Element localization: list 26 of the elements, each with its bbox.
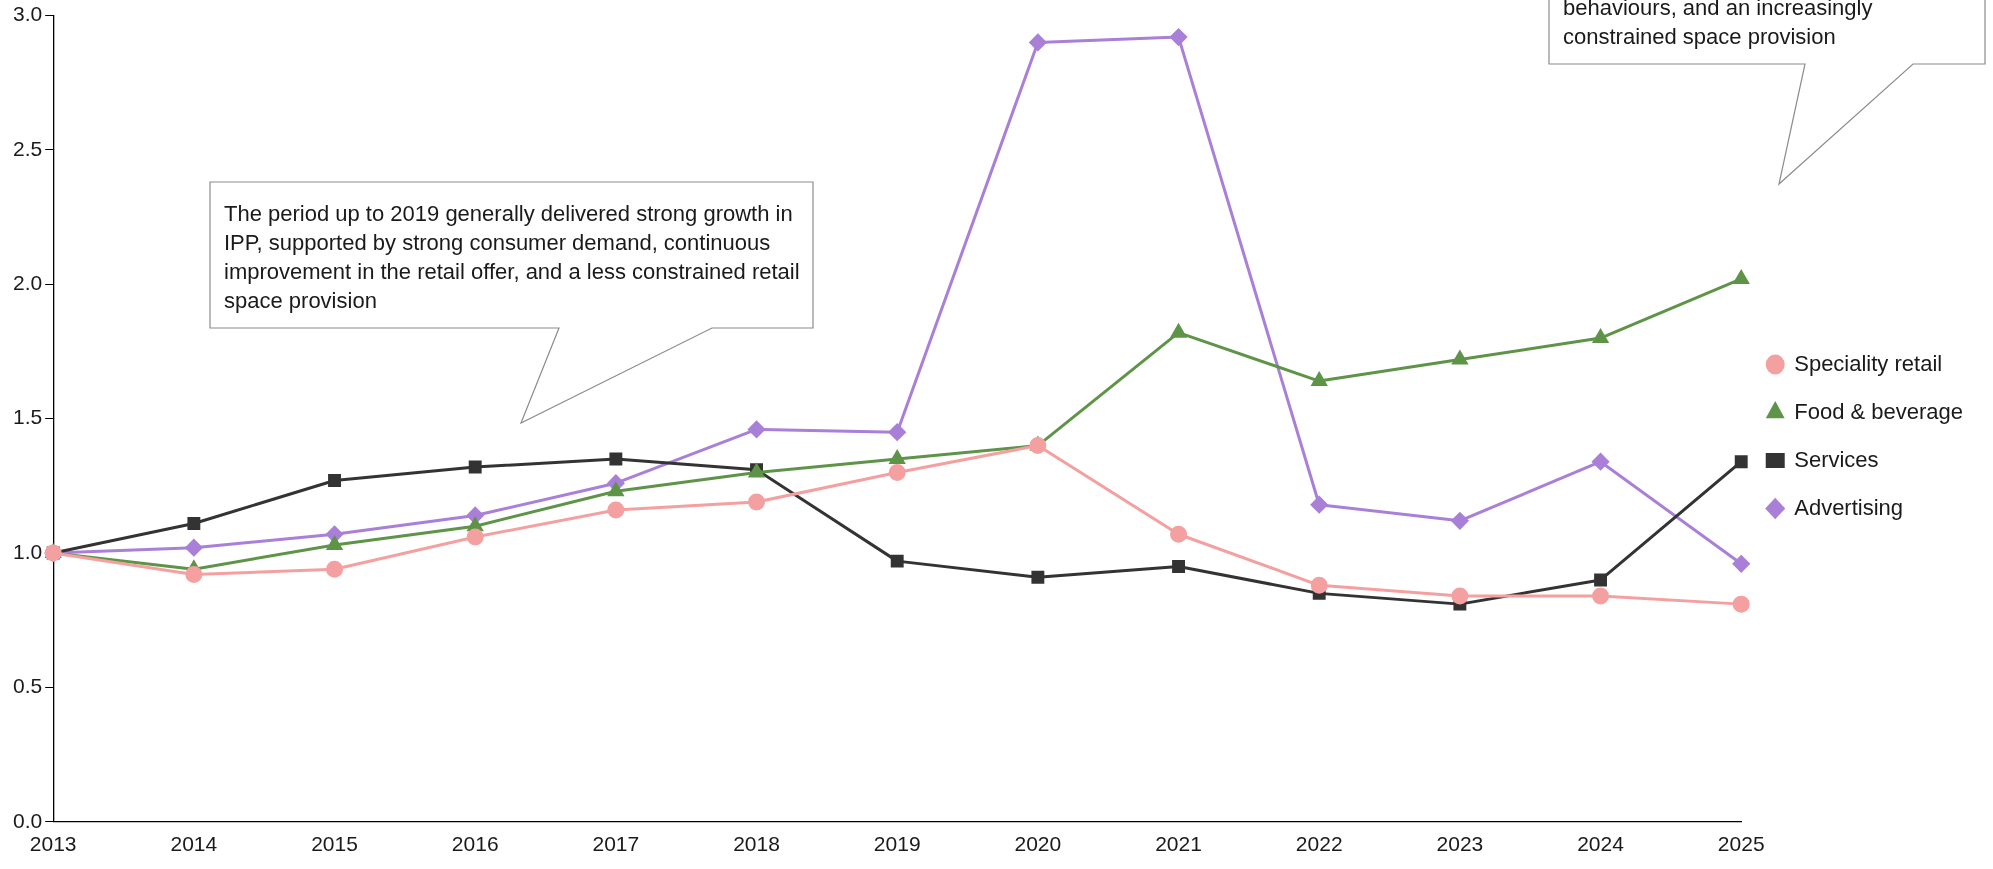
y-tick-label: 1.5 [12, 405, 43, 429]
x-tick-label: 2023 [1436, 832, 1484, 856]
x-tick-label: 2017 [592, 832, 640, 856]
x-tick-label: 2015 [311, 832, 358, 856]
x-tick-label: 2021 [1155, 832, 1202, 856]
y-tick-label: 0.0 [12, 808, 43, 832]
x-tick-label: 2019 [873, 832, 921, 856]
x-tick-label: 2024 [1577, 832, 1625, 856]
x-tick-label: 2016 [451, 832, 499, 856]
y-tick-label: 3.0 [12, 2, 43, 26]
x-tick-label: 2020 [1014, 832, 1062, 856]
legend-label: Services [1794, 446, 1879, 472]
annotation: behaviours, and an increasingly constrained space provision [1563, 0, 1873, 50]
legend-label: Food & beverage [1794, 398, 1963, 424]
x-tick-label: 2018 [733, 832, 780, 856]
y-tick-label: 2.0 [12, 271, 43, 295]
y-tick-label: 0.5 [12, 674, 43, 698]
y-tick-label: 2.5 [12, 136, 43, 160]
x-tick-label: 2025 [1717, 832, 1765, 856]
legend-label: Advertising [1794, 494, 1904, 520]
x-tick-label: 2022 [1295, 832, 1343, 856]
annotation: The period up to 2019 generally delivered strong growth in IPP, supported by strong consumer demand, continuous improvement in the retail offer, and a less constrained retail space provision [224, 201, 800, 314]
x-tick-label: 2013 [29, 832, 77, 856]
y-tick-label: 1.0 [12, 539, 43, 563]
x-tick-label: 2014 [170, 832, 218, 856]
legend-label: Speciality retail [1794, 350, 1943, 376]
